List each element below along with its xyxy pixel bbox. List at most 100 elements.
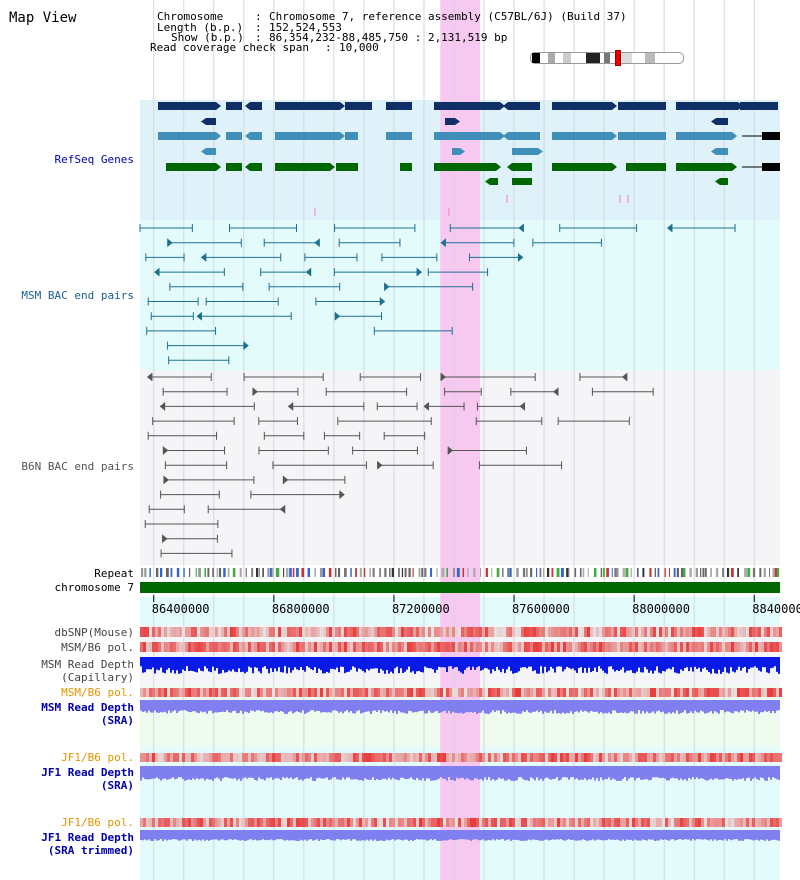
gene-exon	[762, 132, 780, 140]
polymorphism-cell	[656, 818, 659, 827]
polymorphism-cell	[230, 688, 233, 697]
polymorphism-cell	[548, 627, 551, 637]
bac-end-arrow	[440, 238, 446, 247]
read-depth-bar	[690, 830, 692, 841]
read-depth-bar	[208, 830, 210, 841]
read-depth-bar	[490, 766, 492, 781]
track-label-b6n-bac[interactable]: B6N BAC end pairs	[21, 460, 134, 473]
read-depth-bar	[600, 766, 602, 778]
read-depth-bar	[664, 657, 666, 672]
polymorphism-cell	[239, 753, 242, 762]
read-depth-bar	[708, 830, 710, 841]
read-depth-bar	[638, 766, 640, 778]
read-depth-bar	[696, 830, 698, 840]
ideogram-position-marker[interactable]	[615, 50, 621, 66]
read-depth-bar	[164, 830, 166, 840]
repeat-element	[262, 568, 264, 577]
read-depth-bar	[574, 830, 576, 841]
gene-exon	[626, 163, 666, 171]
gene-exon	[226, 163, 242, 171]
polymorphism-cell	[221, 688, 224, 697]
read-depth-bar	[322, 700, 324, 713]
read-depth-bar	[694, 830, 696, 841]
polymorphism-cell	[191, 818, 194, 827]
read-depth-bar	[290, 830, 292, 841]
read-depth-bar	[380, 700, 382, 714]
polymorphism-cell	[443, 627, 446, 637]
polymorphism-cell	[584, 642, 587, 652]
read-depth-bar	[206, 766, 208, 779]
read-depth-bar	[766, 766, 768, 781]
bac-end-arrow	[423, 402, 429, 411]
read-depth-bar	[626, 830, 628, 840]
polymorphism-cell	[257, 818, 260, 827]
polymorphism-cell	[227, 753, 230, 762]
polymorphism-cell	[209, 642, 212, 652]
read-depth-bar	[620, 830, 622, 841]
polymorphism-cell	[503, 818, 506, 827]
polymorphism-cell	[776, 642, 779, 652]
read-depth-bar	[776, 657, 778, 672]
repeat-element	[649, 568, 652, 577]
polymorphism-cell	[776, 818, 779, 827]
read-depth-bar	[416, 700, 418, 713]
polymorphism-cell	[341, 627, 344, 637]
read-depth-bar	[664, 700, 666, 714]
read-depth-bar	[614, 830, 616, 841]
read-depth-bar	[482, 700, 484, 711]
polymorphism-cell	[158, 818, 161, 827]
read-depth-bar	[328, 657, 330, 673]
repeat-element	[398, 568, 400, 577]
polymorphism-cell	[677, 642, 680, 652]
polymorphism-cell	[362, 627, 365, 637]
read-depth-bar	[726, 830, 728, 841]
polymorphism-cell	[779, 688, 782, 697]
read-depth-bar	[298, 700, 300, 713]
read-depth-bar	[408, 657, 410, 667]
read-depth-bar	[470, 657, 472, 670]
polymorphism-cell	[683, 818, 686, 827]
read-depth-bar	[746, 700, 748, 711]
polymorphism-cell	[695, 642, 698, 652]
read-depth-bar	[544, 766, 546, 779]
read-depth-bar	[306, 830, 308, 841]
read-depth-bar	[496, 766, 498, 780]
read-depth-bar	[704, 766, 706, 780]
read-depth-bar	[622, 830, 624, 840]
polymorphism-cell	[245, 627, 248, 637]
read-depth-bar	[312, 700, 314, 711]
polymorphism-cell	[230, 642, 233, 652]
read-depth-bar	[150, 700, 152, 713]
read-depth-bar	[746, 657, 748, 673]
read-depth-bar	[602, 830, 604, 841]
polymorphism-cell	[365, 642, 368, 652]
read-depth-bar	[536, 766, 538, 778]
repeat-element	[245, 568, 247, 577]
ideogram-band	[548, 53, 555, 63]
gene-strand-arrow	[201, 148, 206, 155]
read-depth-bar	[350, 766, 352, 780]
bac-end-arrow	[380, 297, 386, 306]
track-label-msm-bac[interactable]: MSM BAC end pairs	[21, 289, 134, 302]
polymorphism-cell	[287, 642, 290, 652]
read-depth-bar	[166, 766, 168, 780]
polymorphism-cell	[476, 818, 479, 827]
polymorphism-cell	[701, 627, 704, 637]
read-depth-bar	[238, 766, 240, 779]
read-depth-bar	[710, 766, 712, 779]
read-depth-bar	[296, 766, 298, 778]
repeat-element	[622, 568, 625, 577]
polymorphism-cell	[671, 627, 674, 637]
read-depth-bar	[310, 657, 312, 669]
gene-strand-arrow	[732, 163, 737, 171]
polymorphism-cell	[602, 753, 605, 762]
polymorphism-cell	[167, 818, 170, 827]
polymorphism-cell	[305, 753, 308, 762]
track-label-refseq[interactable]: RefSeq Genes	[54, 153, 134, 166]
polymorphism-cell	[620, 818, 623, 827]
read-depth-bar	[738, 657, 740, 667]
read-depth-bar	[342, 700, 344, 714]
read-depth-bar	[288, 657, 290, 668]
read-depth-bar	[290, 766, 292, 778]
read-depth-bar	[708, 700, 710, 713]
